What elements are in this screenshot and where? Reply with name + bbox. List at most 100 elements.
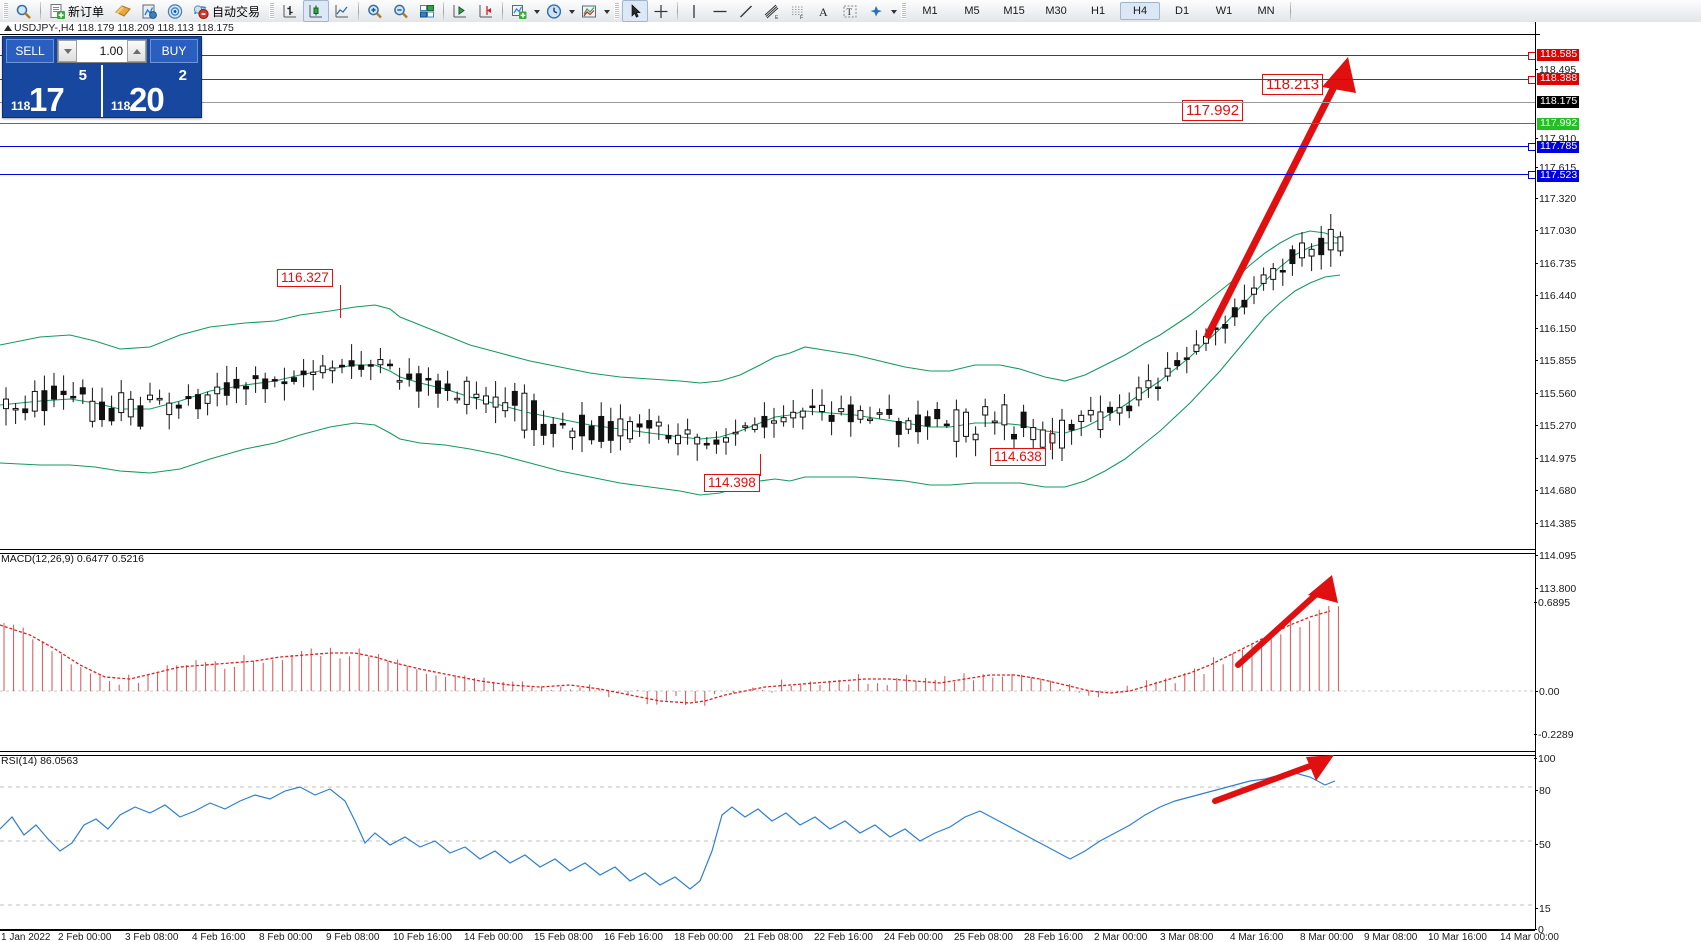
text-button[interactable]: A: [811, 0, 837, 22]
bollinger-middle-band: [0, 242, 1340, 440]
fibonacci-button[interactable]: F: [785, 0, 811, 22]
templates-dropdown-caret[interactable]: [602, 3, 611, 20]
vertical-line-button[interactable]: [681, 0, 707, 22]
timeframe-m30[interactable]: M30: [1045, 5, 1067, 17]
chart-shift-button[interactable]: [447, 0, 473, 22]
time-tick-16: 2 Mar 00:00: [1094, 932, 1148, 942]
price-tick-118495: 118.495: [1534, 64, 1577, 76]
level-line-118388[interactable]: [0, 79, 1535, 80]
level-line-117785[interactable]: [0, 146, 1535, 147]
one-click-trading-panel[interactable]: SELL 1.00 BUY 118 17 5: [2, 36, 202, 118]
timeframe-d1[interactable]: D1: [1175, 5, 1190, 17]
zoom-in-button[interactable]: [362, 0, 388, 22]
horizontal-line-button[interactable]: [707, 0, 733, 22]
timeframe-h1[interactable]: H1: [1091, 5, 1106, 17]
time-tick-7: 14 Feb 00:00: [464, 932, 523, 942]
toolbar-grip-4[interactable]: [901, 3, 907, 19]
timeframe-m15[interactable]: M15: [1003, 5, 1025, 17]
toolbar-separator-7: [1290, 2, 1292, 20]
macd-uptrend-arrow[interactable]: [1235, 575, 1338, 668]
bar-chart-button[interactable]: [277, 0, 303, 22]
zoom-out-button[interactable]: [388, 0, 414, 22]
templates-button[interactable]: [576, 0, 602, 22]
periods-button[interactable]: [541, 0, 567, 22]
level-line-118585[interactable]: [0, 55, 1535, 56]
volume-decrement-button[interactable]: [58, 40, 77, 62]
rsi-pane[interactable]: [0, 755, 1535, 930]
metaeditor-button[interactable]: [110, 0, 136, 22]
chart-window[interactable]: USDJPY-,H4 118.179 118.209 118.113 118.1…: [0, 22, 1701, 942]
templates-icon: [580, 3, 598, 20]
chart-menu-triangle-icon[interactable]: [4, 25, 12, 31]
line-chart-button[interactable]: [329, 0, 355, 22]
vps-button[interactable]: [162, 0, 188, 22]
price-tick-116440: 116.440: [1534, 290, 1577, 302]
signals-button[interactable]: [136, 0, 162, 22]
price-pane[interactable]: [0, 35, 1535, 549]
level-handle-117785[interactable]: [1528, 143, 1536, 151]
price-callout-116327[interactable]: 116.327: [277, 269, 333, 287]
tile-windows-button[interactable]: [414, 0, 440, 22]
auto-scroll-button[interactable]: [473, 0, 499, 22]
timeframe-h4[interactable]: H4: [1120, 2, 1161, 20]
bid-price-pipette: 5: [78, 67, 87, 84]
cursor-button[interactable]: [622, 0, 649, 22]
price-label-118388[interactable]: 118.388: [1537, 73, 1580, 85]
price-label-118585[interactable]: 118.585: [1537, 49, 1580, 61]
price-uptrend-arrow[interactable]: [1204, 57, 1356, 339]
candlestick-chart-button[interactable]: [303, 0, 330, 22]
volume-input[interactable]: 1.00: [57, 39, 147, 63]
rsi-tick-80: 80: [1535, 785, 1551, 797]
vps-icon: [166, 3, 184, 20]
equidistant-channel-button[interactable]: E: [759, 0, 785, 22]
level-handle-118585[interactable]: [1528, 52, 1536, 60]
indicator-add-icon: [510, 3, 528, 20]
bid-price-display[interactable]: 118 17 5: [3, 65, 101, 118]
toolbar-grip[interactable]: [3, 3, 8, 19]
timeframe-w1[interactable]: W1: [1215, 5, 1233, 17]
text-label-button[interactable]: T: [837, 0, 863, 22]
price-label-117523[interactable]: 117.523: [1537, 170, 1580, 182]
macd-rsi-divider[interactable]: [0, 751, 1535, 756]
volume-value[interactable]: 1.00: [99, 44, 123, 58]
sell-button[interactable]: SELL: [6, 39, 54, 63]
crosshair-button[interactable]: [648, 0, 674, 22]
timeframe-mn[interactable]: MN: [1257, 5, 1275, 17]
clock-icon: [545, 3, 563, 20]
price-label-117785[interactable]: 117.785: [1537, 141, 1580, 153]
shapes-dropdown-caret[interactable]: [889, 3, 898, 20]
macd-pane[interactable]: [0, 573, 1535, 748]
price-callout-114398[interactable]: 114.398: [704, 474, 760, 492]
price-callout-118213[interactable]: 118.213: [1262, 74, 1324, 95]
search-button[interactable]: [11, 0, 37, 22]
level-handle-118388[interactable]: [1528, 76, 1536, 84]
volume-increment-button[interactable]: [127, 40, 146, 62]
time-tick-9: 16 Feb 16:00: [604, 932, 663, 942]
indicators-button[interactable]: [506, 0, 532, 22]
tile-windows-icon: [418, 3, 436, 20]
ask-price-display[interactable]: 118 20 2: [101, 65, 201, 118]
new-order-button[interactable]: 新订单: [44, 0, 110, 22]
price-callout-117992[interactable]: 117.992: [1182, 100, 1244, 121]
level-line-117523[interactable]: [0, 174, 1535, 175]
time-scale[interactable]: 1 Jan 2022 2 Feb 00:00 3 Feb 08:00 4 Feb…: [0, 930, 1559, 942]
rsi-pane-bottom-border: [0, 929, 1535, 930]
bid-price-prefix: 118: [11, 99, 31, 113]
indicators-dropdown-caret[interactable]: [532, 3, 541, 20]
price-tick-117030: 117.030: [1534, 225, 1577, 237]
shapes-button[interactable]: [863, 0, 889, 22]
autotrading-button[interactable]: 自动交易: [188, 0, 266, 22]
periods-dropdown-caret[interactable]: [567, 3, 576, 20]
timeframe-m5[interactable]: M5: [964, 5, 980, 17]
vertical-line-icon: [685, 3, 703, 20]
rsi-tick-100: 100: [1534, 753, 1556, 765]
rsi-uptrend-arrow[interactable]: [1212, 755, 1334, 804]
level-handle-117523[interactable]: [1528, 171, 1536, 179]
price-macd-divider[interactable]: [0, 549, 1535, 554]
toolbar-grip-2[interactable]: [269, 3, 275, 19]
price-callout-114638[interactable]: 114.638: [990, 448, 1046, 466]
trendline-button[interactable]: [733, 0, 759, 22]
toolbar-grip-3[interactable]: [614, 3, 620, 19]
timeframe-m1[interactable]: M1: [922, 5, 938, 17]
buy-button[interactable]: BUY: [150, 39, 198, 63]
